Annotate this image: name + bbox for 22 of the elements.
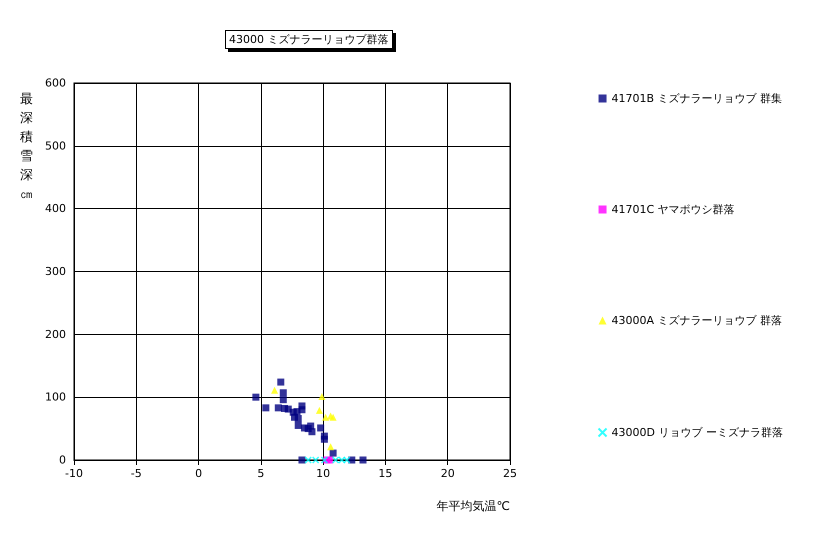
y-tick-label: 600 (45, 76, 66, 90)
legend-label: 43000A ミズナラーリョウブ 群落 (612, 314, 782, 327)
chart-title: 43000 ミズナラーリョウブ群落 (229, 33, 388, 46)
y-tick-label: 300 (45, 265, 66, 278)
x-tick-label: 10 (316, 467, 330, 480)
y-tick-label: 200 (45, 328, 66, 341)
x-tick-label: 25 (503, 467, 517, 480)
x-tick-label: 5 (257, 467, 264, 480)
x-axis-title: 年平均気温℃ (436, 499, 510, 513)
y-tick-label: 500 (45, 139, 66, 152)
legend-label: 41701C ヤマボウシ群落 (612, 203, 735, 216)
x-tick-label: -5 (130, 467, 142, 480)
x-tick-label: 20 (440, 467, 455, 480)
y-tick-label: 100 (45, 390, 66, 404)
x-tick-label: 15 (378, 467, 392, 480)
x-tick-label: -10 (65, 467, 83, 480)
legend-label: 43000D リョウブ ーミズナラ群落 (612, 426, 784, 439)
legend-label: 41701B ミズナラーリョウブ 群集 (612, 92, 782, 105)
y-axis-title: 最深積雪深㎝ (20, 92, 33, 202)
y-tick-label: 400 (45, 202, 66, 216)
y-tick-label: 0 (59, 454, 66, 466)
x-tick-label: 0 (195, 467, 202, 480)
